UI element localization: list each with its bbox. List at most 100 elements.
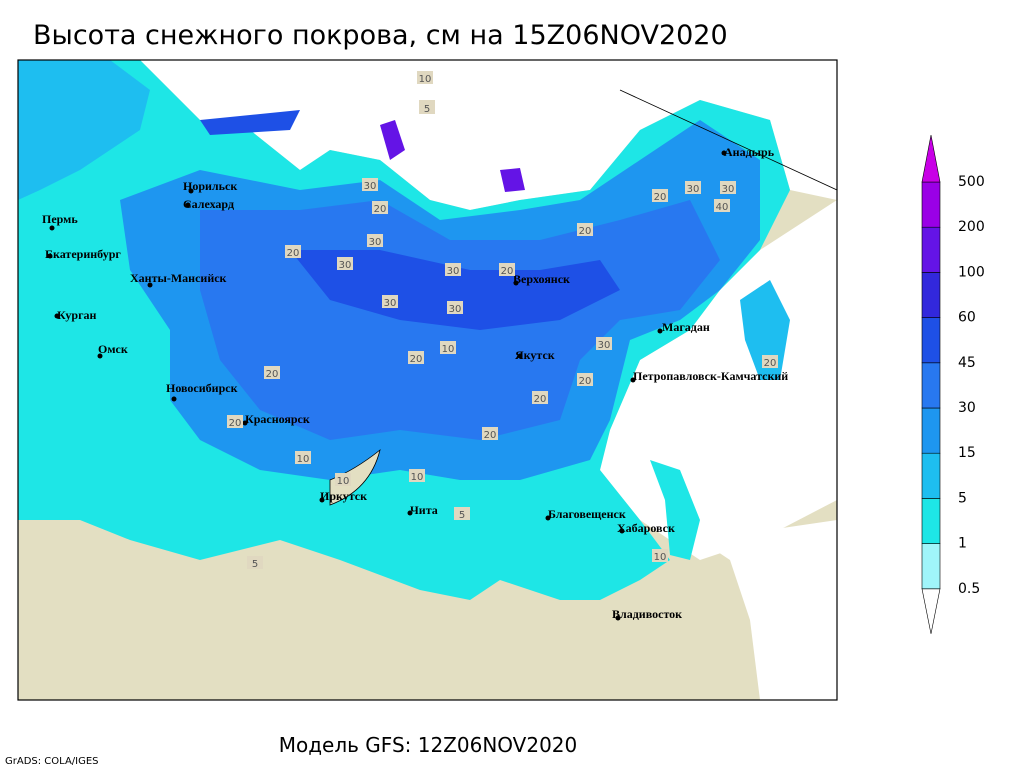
contour-label: 30 [449,304,462,315]
city-dot [657,328,663,334]
contour-label: 10 [419,74,432,85]
contour-label: 30 [447,266,460,277]
city-label: Омск [98,342,128,356]
colorbar-box [921,362,941,409]
contour-label: 20 [579,376,592,387]
contour-label: 30 [722,184,735,195]
contour-label-box [532,391,548,404]
map [18,60,837,700]
contour-label: 30 [598,340,611,351]
city-dot [171,396,177,402]
contour-label-box [409,469,425,482]
contour-label: 5 [252,559,258,570]
city-dot [319,497,325,503]
city-dot [47,253,53,259]
city-label: Благовещенск [548,507,626,521]
contour-label: 20 [484,430,497,441]
map-labels: Норильск Салехард Пермь Екатеринбург Ханты-М… [42,71,788,621]
contour-label-box [714,199,730,212]
colorbar-label: 200 [958,219,985,235]
city-label: Салехард [183,197,234,211]
city-label: Якутск [515,348,555,362]
contour-label-box [596,337,612,350]
contour-label-box [264,366,280,379]
contour-label-box [419,101,435,114]
contour-label-box [652,189,668,202]
contour-label: 5 [424,104,430,115]
colorbar-box [921,317,941,364]
contour-label: 30 [384,298,397,309]
city-dot [545,515,551,521]
contour-label-box [577,223,593,236]
city-dot [185,202,191,208]
credit: GrADS: COLA/IGES [5,756,99,767]
contour-label-box [285,245,301,258]
contour-label: 20 [764,358,777,369]
novaya-zemlya [200,110,300,135]
city-dot [49,225,55,231]
city-label: Ханты-Мансийск [130,271,227,285]
city-label: Магадан [662,320,710,334]
city-dot [615,615,621,621]
contour-label: 10 [654,552,667,563]
snow-islands [380,120,525,192]
contour-label-box [577,373,593,386]
colorbar-label: 5 [958,490,967,506]
contour-label-box [247,556,263,569]
city-label: Красноярск [245,412,310,426]
contour-label-box [445,263,461,276]
city-label: Норильск [183,179,237,193]
city-dot [242,420,248,426]
arctic-sea [140,60,837,210]
colorbar-box [921,181,941,228]
contour-label-box [499,263,515,276]
contour-label-box [482,427,498,440]
city-dot [97,353,103,359]
contour-label-box [447,301,463,314]
contour-label: 10 [411,472,424,483]
colorbar-label: 45 [958,355,976,371]
contour-label: 10 [442,344,455,355]
city-label: Курган [57,308,97,322]
dateline [619,89,837,191]
contour-label-box [720,181,736,194]
colorbar-label: 1 [958,536,967,552]
contour-label: 30 [364,181,377,192]
city-dot [147,282,153,288]
contour-label: 20 [654,192,667,203]
contour-label-box [295,451,311,464]
colorbar-box [921,407,941,454]
colorbar-label: 500 [958,174,985,190]
contour-label: 10 [297,454,310,465]
snow-deeper [290,250,620,330]
contour-label: 5 [459,510,465,521]
colorbar-box [921,226,941,273]
contour-label-box [367,234,383,247]
colorbar-tri [921,588,941,634]
contour-label: 10 [337,476,350,487]
city-label: Новосибирск [166,381,238,395]
contour-label-box [417,71,433,84]
title: Высота снежного покрова, см на 15Z06NOV2… [33,20,728,51]
contour-label: 30 [339,260,352,271]
colorbar-label: 15 [958,445,976,461]
contour-label-box [408,351,424,364]
contour-label-box [454,507,470,520]
city-dot [630,377,636,383]
contour-label: 30 [687,184,700,195]
city-dot [517,353,523,359]
contour-label: 20 [410,354,423,365]
colorbar-label: 30 [958,400,976,416]
city-label: Хабаровск [617,521,675,535]
contour-label-box [227,415,243,428]
city-dot [54,313,60,319]
contour-label-box [337,257,353,270]
sea-of-japan [700,520,837,700]
colorbar-box [921,543,941,590]
colorbar-label: 0.5 [958,581,980,597]
contour-label: 30 [369,237,382,248]
snow-west [18,60,150,200]
contour-label: 20 [374,204,387,215]
city-label: Петропавловск-Камчатский [633,369,788,383]
